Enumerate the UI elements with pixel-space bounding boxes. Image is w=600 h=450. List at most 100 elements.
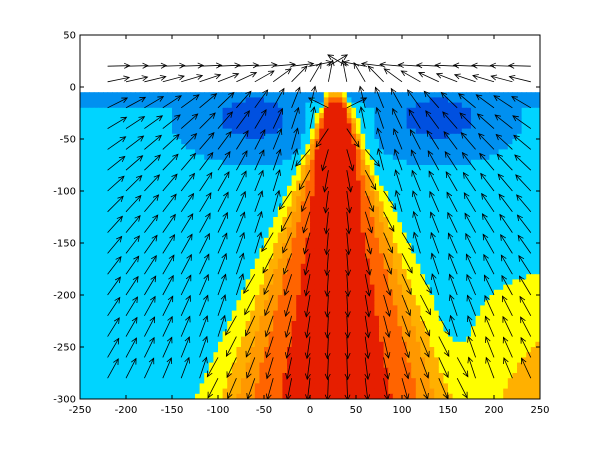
field-cell — [107, 269, 113, 275]
field-cell — [199, 113, 205, 119]
field-cell — [535, 201, 540, 208]
field-cell — [535, 243, 540, 249]
field-cell — [471, 222, 477, 228]
field-cell — [323, 295, 329, 301]
field-cell — [144, 248, 150, 254]
field-cell — [351, 274, 357, 280]
field-cell — [185, 232, 191, 239]
field-cell — [443, 159, 449, 166]
field-cell — [112, 97, 118, 104]
field-cell — [475, 191, 481, 197]
field-cell — [475, 279, 481, 286]
field-cell — [213, 243, 219, 249]
field-cell — [287, 159, 293, 166]
field-cell — [107, 289, 113, 296]
field-cell — [185, 295, 191, 301]
field-cell — [112, 347, 118, 353]
field-cell — [80, 263, 86, 270]
field-cell — [167, 222, 173, 228]
field-cell — [107, 175, 113, 182]
field-cell — [158, 341, 164, 348]
field-cell — [314, 321, 320, 327]
field-cell — [227, 310, 233, 317]
field-cell — [369, 274, 375, 280]
field-cell — [103, 133, 109, 140]
field-cell — [356, 217, 362, 223]
field-cell — [287, 284, 293, 291]
field-cell — [503, 263, 509, 270]
field-cell — [89, 123, 95, 130]
field-cell — [415, 279, 421, 286]
field-cell — [333, 102, 339, 109]
field-cell — [162, 326, 168, 332]
field-cell — [392, 310, 398, 317]
field-cell — [84, 305, 90, 312]
field-cell — [429, 263, 435, 270]
field-cell — [176, 347, 182, 353]
field-cell — [484, 305, 490, 312]
field-cell — [328, 154, 334, 161]
field-cell — [273, 237, 279, 244]
field-cell — [300, 113, 306, 119]
field-cell — [402, 175, 408, 182]
field-cell — [494, 289, 500, 296]
field-cell — [379, 248, 385, 254]
field-cell — [103, 243, 109, 249]
field-cell — [213, 227, 219, 234]
field-cell — [103, 310, 109, 317]
field-cell — [489, 295, 495, 301]
field-cell — [296, 191, 302, 197]
field-cell — [383, 248, 389, 254]
field-cell — [103, 279, 109, 286]
field-cell — [369, 269, 375, 275]
field-cell — [429, 289, 435, 296]
field-cell — [236, 149, 242, 156]
field-cell — [429, 128, 435, 135]
field-cell — [208, 300, 214, 306]
field-cell — [227, 336, 233, 343]
field-cell — [360, 243, 366, 249]
field-cell — [388, 321, 394, 327]
field-cell — [494, 206, 500, 213]
field-cell — [227, 232, 233, 239]
field-cell — [296, 144, 302, 150]
field-cell — [402, 170, 408, 176]
field-cell — [526, 341, 532, 348]
field-cell — [121, 92, 127, 98]
field-cell — [190, 154, 196, 161]
field-cell — [328, 123, 334, 130]
field-cell — [245, 253, 251, 260]
field-cell — [291, 185, 297, 192]
field-cell — [208, 321, 214, 327]
field-cell — [167, 123, 173, 130]
field-cell — [149, 227, 155, 234]
field-cell — [489, 107, 495, 114]
field-cell — [333, 222, 339, 228]
field-cell — [103, 347, 109, 353]
field-cell — [517, 347, 523, 353]
field-cell — [512, 263, 518, 270]
field-cell — [213, 123, 219, 130]
field-cell — [489, 284, 495, 291]
field-cell — [521, 222, 527, 228]
field-cell — [98, 107, 104, 114]
field-cell — [172, 133, 178, 140]
field-cell — [222, 97, 228, 104]
field-cell — [277, 279, 283, 286]
field-cell — [489, 211, 495, 218]
field-cell — [80, 347, 86, 353]
field-cell — [517, 331, 523, 338]
field-cell — [185, 133, 191, 140]
field-cell — [337, 248, 343, 254]
field-cell — [112, 139, 118, 145]
field-cell — [291, 305, 297, 312]
field-cell — [392, 243, 398, 249]
field-cell — [471, 128, 477, 135]
field-cell — [337, 253, 343, 260]
field-cell — [530, 154, 536, 161]
field-cell — [443, 341, 449, 348]
field-cell — [195, 326, 201, 332]
field-cell — [480, 315, 486, 322]
field-cell — [411, 243, 417, 249]
field-cell — [356, 102, 362, 109]
